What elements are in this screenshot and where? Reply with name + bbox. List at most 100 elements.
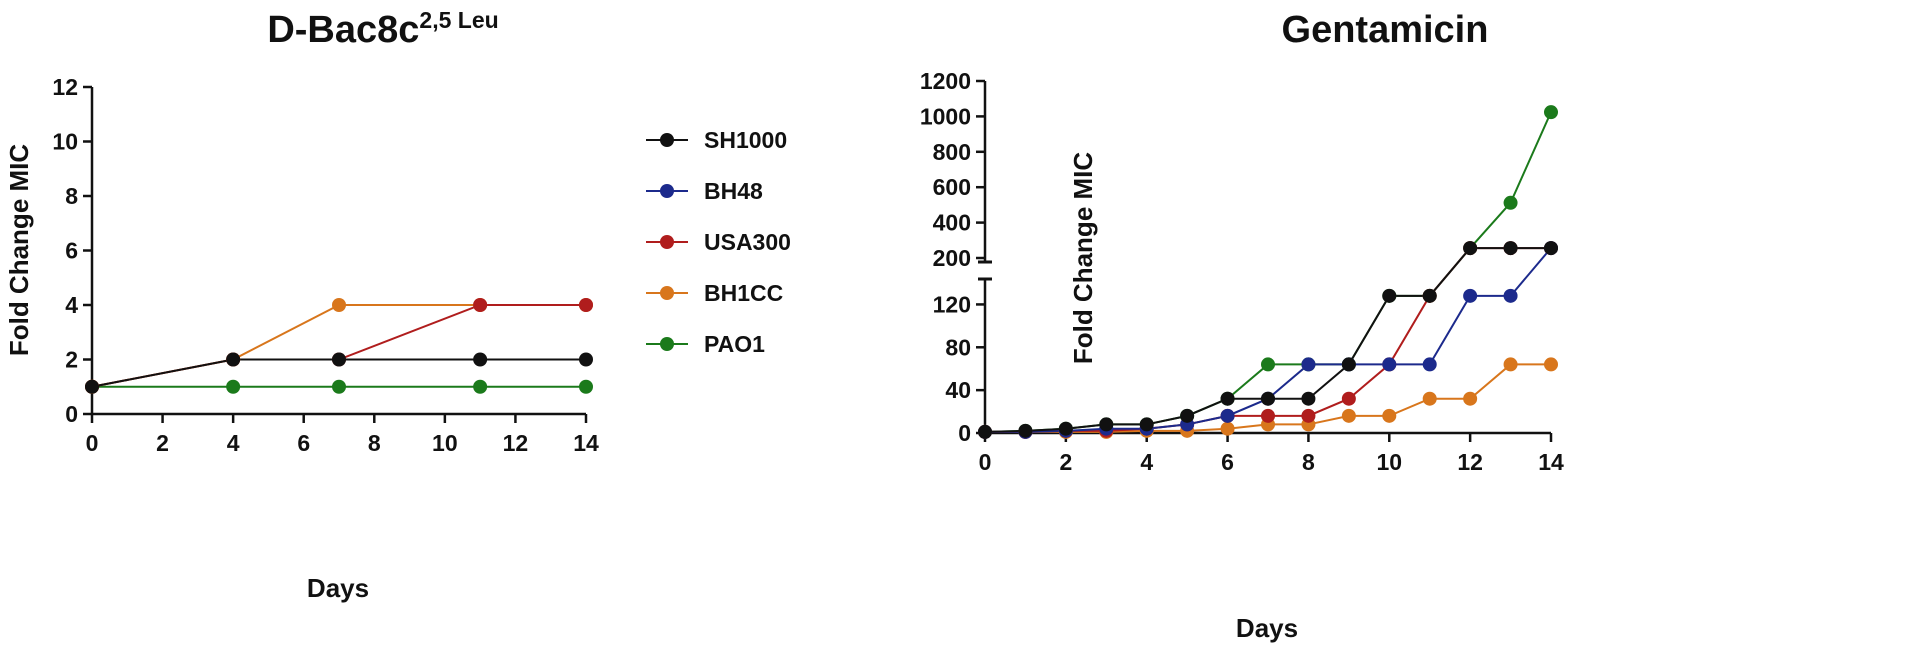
legend-label-usa300: USA300 bbox=[704, 229, 791, 255]
right-point-sh1000 bbox=[1220, 391, 1235, 406]
right-point-usa300 bbox=[1341, 391, 1356, 406]
right-point-sh1000 bbox=[1341, 357, 1356, 372]
right-y-tick-label: 800 bbox=[933, 139, 971, 165]
left-point-sh1000 bbox=[85, 379, 99, 394]
right-x-tick-label: 8 bbox=[1302, 449, 1315, 475]
left-point-pao1 bbox=[473, 379, 488, 394]
legend-marker-bh48 bbox=[660, 184, 674, 198]
right-point-sh1000 bbox=[1382, 288, 1397, 303]
right-y-tick-label: 400 bbox=[933, 210, 971, 236]
left-x-tick-label: 2 bbox=[156, 430, 169, 456]
legend-marker-sh1000 bbox=[660, 133, 674, 147]
right-point-bh1cc bbox=[1422, 391, 1437, 406]
left-x-tick-label: 12 bbox=[503, 430, 529, 456]
chart-left: D-Bac8c2,5 Leu Fold Change MIC Days 0 2 4 6… bbox=[4, 7, 599, 603]
right-point-bh1cc bbox=[1544, 357, 1558, 372]
right-point-bh48 bbox=[1463, 288, 1478, 303]
right-x-tick-label: 14 bbox=[1538, 449, 1564, 475]
chart-right: Gentamicin Fold Change MIC Days 20040060… bbox=[920, 9, 1564, 643]
left-x-tick-label: 14 bbox=[573, 430, 599, 456]
right-point-sh1000 bbox=[1018, 423, 1033, 438]
left-point-usa300 bbox=[579, 298, 593, 312]
left-point-pao1 bbox=[226, 379, 241, 394]
legend: SH1000 BH48 USA300 BH1CC PAO1 bbox=[646, 127, 791, 357]
right-point-bh1cc bbox=[1503, 357, 1518, 372]
right-point-bh48 bbox=[1220, 408, 1235, 423]
right-x-tick-label: 12 bbox=[1457, 449, 1483, 475]
left-y-tick-label: 6 bbox=[65, 238, 78, 264]
left-x-tick-label: 10 bbox=[432, 430, 458, 456]
legend-label-bh1cc: BH1CC bbox=[704, 280, 783, 306]
right-point-usa300 bbox=[1261, 408, 1275, 423]
right-y-tick-label: 120 bbox=[933, 291, 971, 317]
chart-left-xlabel: Days bbox=[307, 573, 369, 603]
right-point-sh1000 bbox=[1463, 241, 1478, 256]
right-point-sh1000 bbox=[1503, 241, 1518, 256]
right-point-bh1cc bbox=[1382, 408, 1397, 423]
left-point-pao1 bbox=[579, 379, 593, 394]
right-y-tick-label: 40 bbox=[945, 377, 971, 403]
chart-right-title: Gentamicin bbox=[1282, 9, 1489, 51]
right-point-pao1 bbox=[1544, 105, 1558, 120]
right-point-bh48 bbox=[1503, 288, 1518, 303]
right-point-usa300 bbox=[1301, 408, 1316, 423]
legend-label-pao1: PAO1 bbox=[704, 331, 765, 357]
chart-right-xlabel: Days bbox=[1236, 613, 1298, 643]
left-series-line-bh1cc bbox=[91, 304, 586, 388]
chart-left-title-sup: 2,5 Leu bbox=[419, 7, 498, 33]
right-point-bh48 bbox=[1382, 357, 1397, 372]
right-x-tick-label: 6 bbox=[1221, 449, 1234, 475]
left-y-tick-label: 12 bbox=[52, 74, 78, 100]
left-series-line-usa300 bbox=[91, 304, 586, 388]
right-point-bh48 bbox=[1301, 357, 1316, 372]
legend-marker-pao1 bbox=[660, 337, 674, 351]
left-y-tick-label: 10 bbox=[52, 129, 78, 155]
right-y-tick-label: 200 bbox=[933, 245, 971, 271]
right-point-sh1000 bbox=[1099, 417, 1114, 432]
right-point-sh1000 bbox=[1139, 417, 1154, 432]
left-x-tick-label: 8 bbox=[368, 430, 381, 456]
chart-left-series bbox=[85, 298, 593, 394]
legend-marker-usa300 bbox=[660, 235, 674, 249]
chart-right-series bbox=[978, 105, 1558, 439]
right-point-sh1000 bbox=[978, 424, 992, 439]
right-point-bh1cc bbox=[1220, 421, 1235, 436]
right-point-sh1000 bbox=[1422, 288, 1437, 303]
right-x-tick-label: 2 bbox=[1059, 449, 1072, 475]
right-y-tick-label: 0 bbox=[958, 420, 971, 446]
right-point-bh48 bbox=[1422, 357, 1437, 372]
right-point-sh1000 bbox=[1301, 391, 1316, 406]
left-y-tick-label: 4 bbox=[65, 292, 78, 318]
right-point-bh1cc bbox=[1341, 408, 1356, 423]
chart-left-axes: 0 2 4 6 8 10 12 0 2 4 6 8 10 12 14 bbox=[52, 74, 599, 456]
right-point-sh1000 bbox=[1544, 241, 1558, 256]
left-point-sh1000 bbox=[226, 352, 241, 367]
right-y-tick-label: 1200 bbox=[920, 68, 971, 94]
left-x-tick-label: 0 bbox=[86, 430, 99, 456]
left-point-usa300 bbox=[473, 298, 488, 312]
left-y-tick-label: 2 bbox=[65, 347, 78, 373]
left-x-tick-label: 6 bbox=[297, 430, 310, 456]
right-point-sh1000 bbox=[1180, 408, 1195, 423]
left-x-tick-label: 4 bbox=[227, 430, 240, 456]
chart-left-ylabel: Fold Change MIC bbox=[4, 144, 34, 357]
legend-marker-bh1cc bbox=[660, 286, 674, 300]
right-y-tick-label: 1000 bbox=[920, 103, 971, 129]
right-x-tick-label: 4 bbox=[1140, 449, 1153, 475]
right-x-tick-label: 0 bbox=[979, 449, 992, 475]
left-point-sh1000 bbox=[579, 352, 593, 367]
right-point-bh1cc bbox=[1463, 391, 1478, 406]
right-point-pao1 bbox=[1261, 357, 1275, 372]
left-point-bh1cc bbox=[332, 298, 346, 312]
chart-left-title-main: D-Bac8c bbox=[267, 9, 419, 51]
legend-label-bh48: BH48 bbox=[704, 178, 763, 204]
left-point-sh1000 bbox=[332, 352, 346, 367]
right-point-sh1000 bbox=[1058, 421, 1073, 436]
left-point-pao1 bbox=[332, 379, 346, 394]
left-y-tick-label: 0 bbox=[65, 401, 78, 427]
left-y-tick-label: 8 bbox=[65, 183, 78, 209]
chart-right-ylabel: Fold Change MIC bbox=[1068, 152, 1098, 365]
right-y-tick-label: 600 bbox=[933, 174, 971, 200]
